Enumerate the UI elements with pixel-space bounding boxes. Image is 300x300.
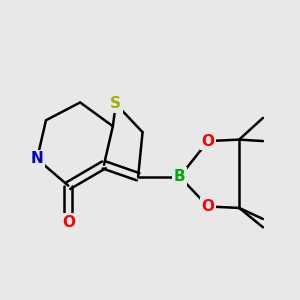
Text: O: O (202, 199, 214, 214)
Text: S: S (110, 96, 121, 111)
Text: O: O (62, 215, 75, 230)
Text: N: N (31, 152, 44, 166)
Text: O: O (202, 134, 214, 148)
Text: B: B (174, 169, 185, 184)
